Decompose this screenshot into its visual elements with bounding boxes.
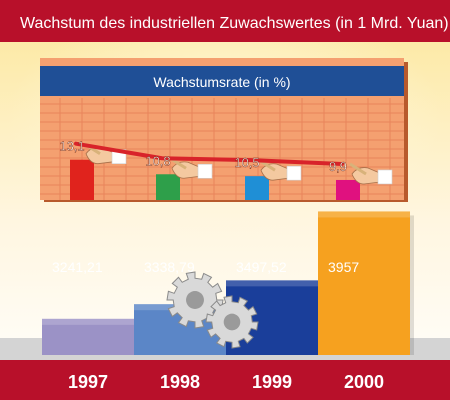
year-label-1997: 1997: [68, 372, 108, 392]
cuff-icon: [286, 165, 302, 181]
year-bar: [0, 360, 450, 400]
growth-value-label: 10,8: [145, 153, 170, 168]
value-label: 3338,79: [144, 259, 195, 275]
year-labels: 1997 1998 1999 2000: [68, 372, 384, 392]
value-bar-1997: [42, 318, 134, 355]
value-bar-highlight: [42, 318, 134, 325]
growth-value-label: 10,5: [234, 155, 259, 170]
value-label: 3241,21: [52, 259, 103, 275]
pencil-icon: [349, 162, 367, 176]
growth-bar-1998: [156, 174, 180, 200]
growth-bar-1997: [70, 159, 94, 200]
growth-bar-2000: [336, 179, 360, 200]
cuff-icon: [197, 163, 213, 179]
gear-hub-icon: [223, 313, 241, 331]
gears-illustration: [166, 271, 259, 349]
chart-title: Wachstum des industriellen Zuwachswertes…: [20, 15, 449, 32]
growth-value-label: 13,1: [59, 139, 84, 154]
year-label-1998: 1998: [160, 372, 200, 392]
gear-hub-icon: [186, 291, 204, 309]
value-label: 3497,52: [236, 259, 287, 275]
year-label-2000: 2000: [344, 372, 384, 392]
growth-value-labels: 13,1 10,8 10,5 9,9: [59, 138, 347, 174]
value-bar-2000: [318, 211, 410, 355]
growth-trend-line: [74, 141, 344, 166]
growth-bar-1999: [245, 176, 269, 200]
value-bar-highlight: [318, 211, 410, 218]
growth-panel-title: Wachstumsrate (in %): [153, 74, 290, 90]
value-label: 3957: [328, 259, 359, 275]
year-label-1999: 1999: [252, 372, 292, 392]
value-bar-highlight: [226, 280, 318, 287]
growth-panel-header: [40, 66, 404, 96]
growth-bars: [70, 159, 360, 200]
cuff-icon: [377, 169, 393, 185]
title-bar: [0, 0, 450, 42]
growth-value-label: 9,9: [329, 159, 347, 174]
value-bars: 3241,21 3338,79 3497,52 3957: [42, 211, 414, 355]
